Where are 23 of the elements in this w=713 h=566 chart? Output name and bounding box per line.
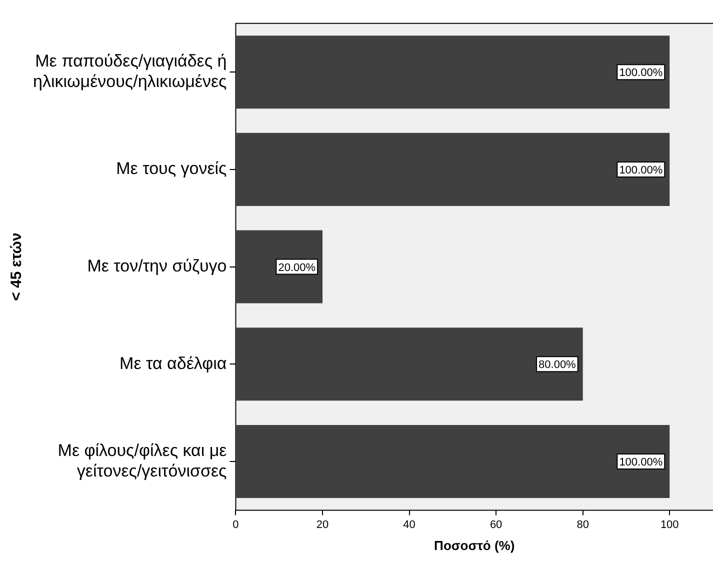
y-tick-label: Με παπούδες/γιαγιάδες ή ηλικιωμένους/ηλικιωμένες xyxy=(33,52,227,91)
x-tick-label: 20 xyxy=(316,518,329,531)
bar xyxy=(236,132,670,206)
y-axis-title: < 45 ετών xyxy=(8,232,26,301)
data-label: 100.00% xyxy=(619,67,663,80)
x-tick-label: 0 xyxy=(232,518,239,531)
x-tick-label: 80 xyxy=(576,518,589,531)
data-label: 80.00% xyxy=(538,359,576,372)
y-tick-label: Με φίλους/φίλες και με γείτονες/γειτόνισσες xyxy=(58,441,228,480)
x-tick-label: 100 xyxy=(660,518,679,531)
bar xyxy=(236,230,323,304)
x-tick-label: 40 xyxy=(403,518,416,531)
x-tick-label: 60 xyxy=(490,518,502,531)
y-tick-label: Με τους γονείς xyxy=(116,159,227,178)
bar xyxy=(236,36,670,109)
y-tick-label: Με τον/την σύζυγο xyxy=(87,256,227,276)
data-label: 20.00% xyxy=(278,262,316,274)
data-label: 100.00% xyxy=(619,456,663,469)
x-axis-title: Ποσοστό (%) xyxy=(434,538,515,553)
y-tick-label: Με τα αδέλφια xyxy=(120,354,227,373)
bar xyxy=(236,425,670,498)
data-label: 100.00% xyxy=(619,164,663,176)
bar xyxy=(236,328,583,401)
